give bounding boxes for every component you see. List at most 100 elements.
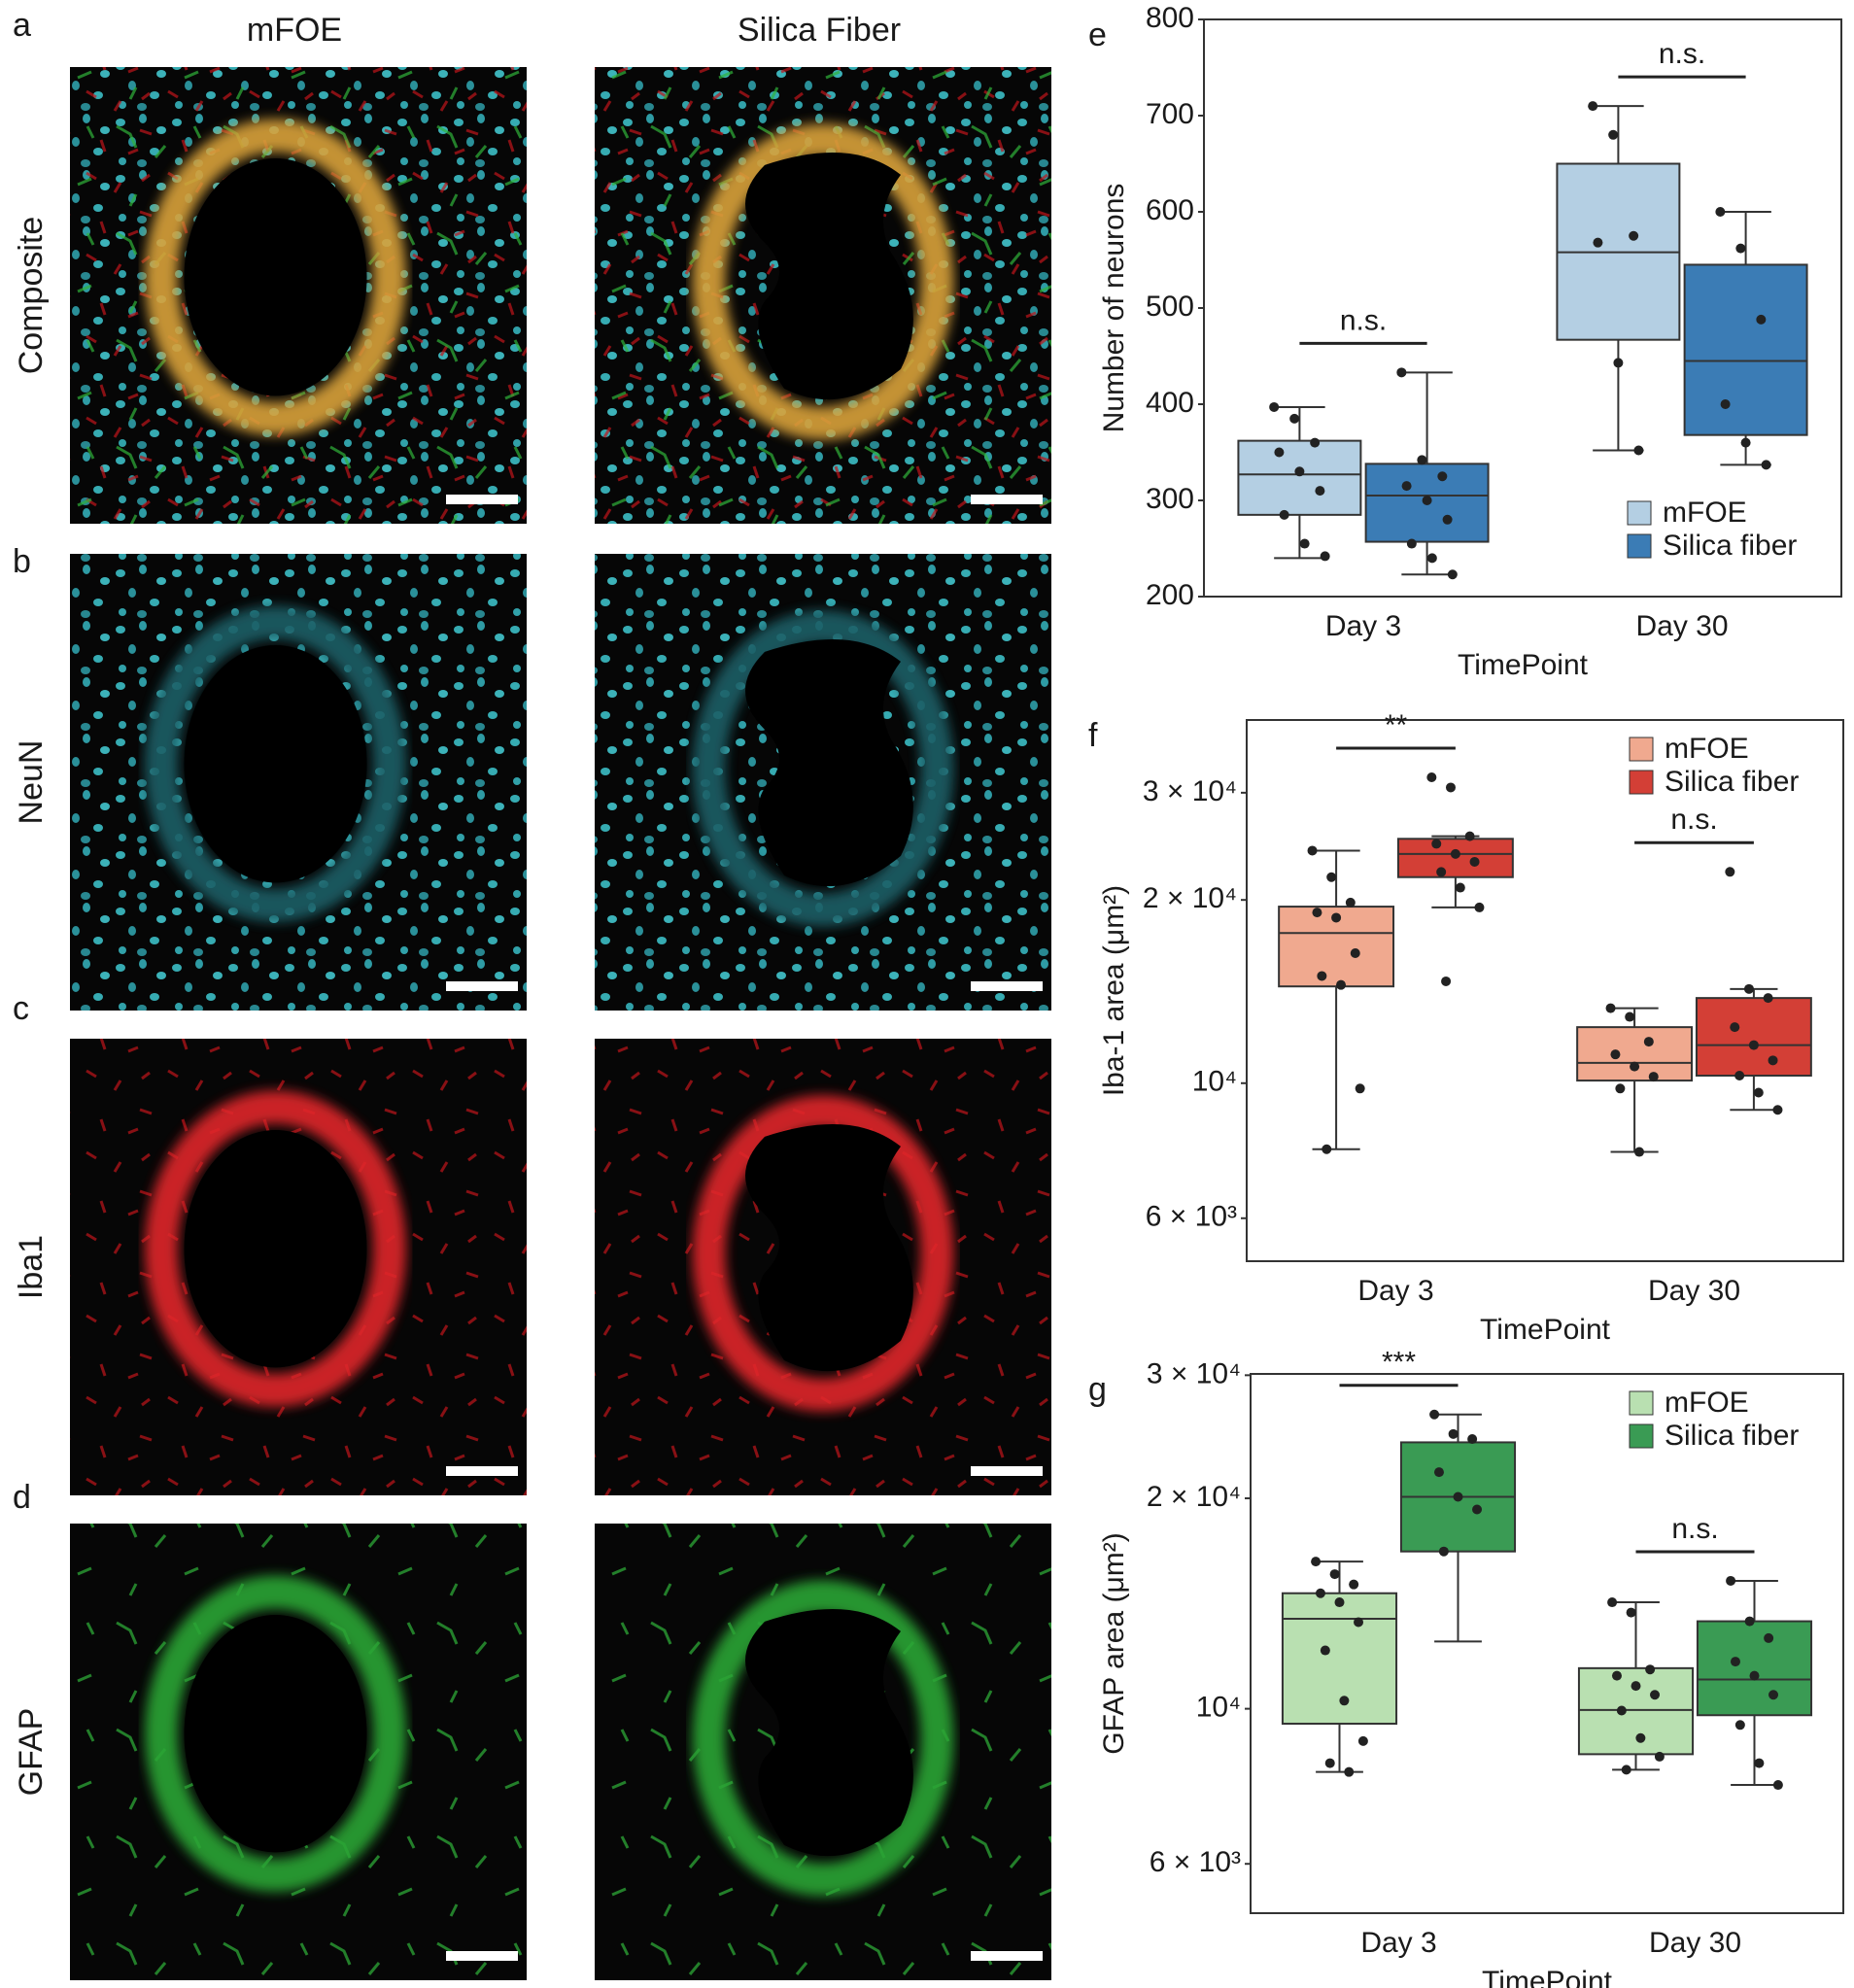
micrograph — [595, 554, 1051, 1011]
data-point — [1756, 314, 1767, 325]
micrograph — [70, 1524, 527, 1980]
y-tick-label: 200 — [1146, 579, 1194, 611]
data-point — [1289, 413, 1300, 424]
significance-label: n.s. — [1340, 304, 1387, 336]
data-point — [1417, 455, 1427, 465]
data-point — [1438, 1546, 1449, 1557]
data-point — [1294, 466, 1305, 477]
data-point — [1650, 1690, 1661, 1700]
legend-swatch — [1629, 1423, 1654, 1449]
data-point — [1744, 1616, 1755, 1627]
data-point — [1437, 471, 1448, 482]
lesion-hole — [184, 1615, 367, 1853]
row-label: NeuN — [13, 740, 50, 825]
data-point — [1772, 1105, 1783, 1115]
data-point — [1730, 1657, 1740, 1667]
data-point — [1754, 1758, 1765, 1768]
legend-swatch — [1627, 533, 1652, 559]
box — [1281, 1592, 1398, 1725]
legend-swatch — [1627, 500, 1652, 526]
x-tick-label: Day 30 — [1635, 610, 1728, 642]
data-point — [1426, 553, 1437, 564]
legend-label: mFOE — [1665, 733, 1749, 765]
data-point — [1593, 237, 1603, 248]
data-point — [1648, 1072, 1659, 1082]
data-point — [1643, 1037, 1654, 1047]
data-point — [1311, 1557, 1322, 1567]
data-point — [1354, 1617, 1364, 1628]
y-tick-label: 700 — [1146, 98, 1194, 130]
data-point — [1621, 1765, 1631, 1775]
legend-label: mFOE — [1663, 497, 1747, 529]
data-point — [1726, 1575, 1736, 1586]
row-label: Iba1 — [13, 1235, 50, 1299]
significance-label: *** — [1382, 1347, 1416, 1379]
scale-bar — [446, 495, 518, 504]
data-point — [1269, 401, 1280, 412]
plot-frame — [1246, 719, 1844, 1262]
data-point — [1299, 538, 1310, 549]
x-axis-label: TimePoint — [1482, 1966, 1613, 1988]
data-point — [1613, 358, 1624, 368]
y-tick-label: 6 × 10³ — [1146, 1201, 1237, 1233]
data-point — [1768, 1055, 1778, 1066]
data-point — [1764, 1632, 1774, 1643]
lesion-ring — [145, 1090, 406, 1407]
data-point — [1336, 979, 1347, 990]
data-point — [1429, 1409, 1440, 1420]
data-point — [1630, 1061, 1640, 1072]
data-point — [1625, 1011, 1635, 1022]
lesion-hole — [745, 639, 913, 887]
data-point — [1355, 1083, 1365, 1094]
data-point — [1344, 1766, 1355, 1777]
data-point — [1629, 230, 1639, 241]
data-point — [1426, 772, 1437, 783]
data-point — [1401, 481, 1412, 492]
panel-label: g — [1088, 1371, 1107, 1408]
data-point — [1607, 1597, 1618, 1608]
data-point — [1611, 1670, 1622, 1681]
data-point — [1310, 437, 1321, 448]
data-point — [1730, 1022, 1740, 1033]
legend-label: Silica fiber — [1665, 1420, 1799, 1452]
data-point — [1734, 1071, 1745, 1081]
y-axis-label: Iba-1 area (μm²) — [1098, 885, 1130, 1096]
data-point — [1322, 1144, 1332, 1154]
box — [1576, 1026, 1694, 1082]
data-point — [1331, 912, 1342, 923]
lesion-ring — [692, 610, 954, 927]
data-point — [1357, 1735, 1368, 1746]
scale-bar — [446, 1951, 518, 1961]
data-point — [1464, 831, 1475, 841]
plot-frame — [1250, 1373, 1844, 1914]
data-point — [1734, 1720, 1745, 1731]
data-point — [1422, 496, 1432, 505]
data-point — [1615, 1083, 1626, 1094]
data-point — [1326, 872, 1337, 882]
panel-label: b — [13, 543, 31, 580]
y-tick-label: 3 × 10⁴ — [1143, 775, 1237, 807]
data-point — [1455, 882, 1465, 893]
data-point — [1431, 839, 1442, 849]
data-point — [1634, 1147, 1645, 1157]
data-point — [1720, 399, 1731, 409]
data-point — [1445, 782, 1456, 793]
data-point — [1450, 848, 1460, 859]
legend-swatch — [1629, 1390, 1654, 1416]
scale-bar — [971, 981, 1043, 991]
data-point — [1772, 1780, 1783, 1791]
data-point — [1631, 1681, 1641, 1692]
data-point — [1749, 1670, 1760, 1681]
lesion-hole — [745, 1124, 913, 1372]
box — [1695, 997, 1812, 1078]
data-point — [1315, 1588, 1325, 1598]
y-tick-label: 600 — [1146, 194, 1194, 226]
data-point — [1279, 509, 1289, 520]
legend-label: Silica fiber — [1665, 766, 1799, 798]
data-point — [1329, 1569, 1340, 1580]
data-point — [1610, 1049, 1621, 1060]
panel-label: f — [1088, 717, 1098, 754]
data-point — [1334, 1597, 1345, 1608]
data-point — [1447, 569, 1458, 580]
data-point — [1748, 1040, 1759, 1050]
